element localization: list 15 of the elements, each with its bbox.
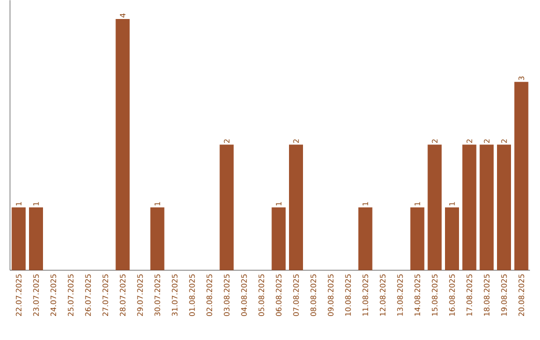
bar	[497, 144, 511, 270]
bar	[289, 144, 304, 270]
bar	[462, 144, 476, 270]
bar	[29, 207, 43, 270]
bar	[514, 82, 528, 270]
bar	[480, 144, 494, 270]
bar	[116, 18, 130, 270]
bar	[445, 207, 460, 270]
bar	[150, 207, 164, 270]
bar	[12, 207, 26, 270]
bar	[410, 207, 424, 270]
bar	[358, 207, 372, 270]
bar	[428, 144, 442, 270]
bar	[272, 207, 286, 270]
bar	[220, 144, 234, 270]
